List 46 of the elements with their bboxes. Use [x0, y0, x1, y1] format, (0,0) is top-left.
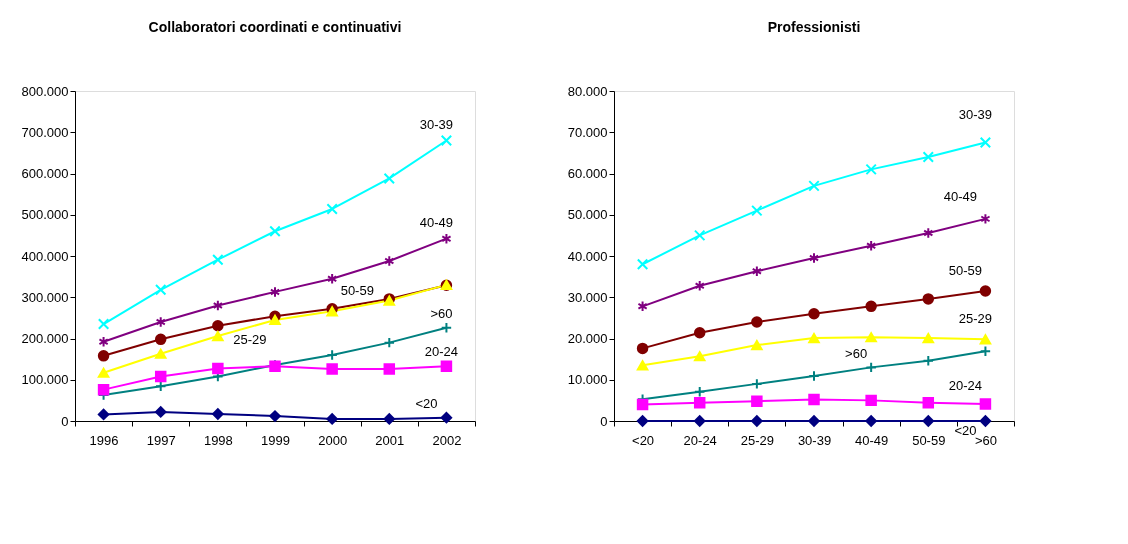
- series-label: 25-29: [958, 311, 993, 327]
- x-tick-label: 25-29: [740, 432, 774, 448]
- chart-title: Professionisti: [767, 19, 861, 35]
- x-tick-label: 50-59: [912, 432, 946, 448]
- y-tick-label: 10.000: [567, 372, 608, 388]
- y-tick-label: 400.000: [21, 248, 69, 264]
- x-tick-label: 1999: [261, 432, 290, 448]
- y-tick-label: 40.000: [567, 248, 608, 264]
- series-label: <20: [415, 395, 438, 411]
- x-tick-label: <20: [632, 432, 655, 448]
- series-label: >60: [430, 305, 453, 321]
- series-label: 50-59: [948, 263, 983, 279]
- x-tick-label: 1996: [89, 432, 119, 448]
- series-label: 20-24: [948, 378, 983, 394]
- x-tick-label: 40-49: [855, 432, 889, 448]
- y-tick-label: 500.000: [21, 207, 69, 223]
- series-label: 25-29: [233, 332, 267, 348]
- y-tick-label: 0: [600, 413, 608, 429]
- series-label: >60: [845, 346, 868, 362]
- series-label: 30-39: [419, 116, 454, 132]
- y-tick-label: 800.000: [21, 83, 69, 99]
- x-tick-label: 2002: [432, 432, 462, 448]
- x-tick-label: 1998: [203, 432, 233, 448]
- y-tick-label: 0: [61, 413, 69, 429]
- y-tick-label: 70.000: [567, 124, 608, 140]
- x-tick-label: 2001: [375, 432, 405, 448]
- x-tick-label: 2000: [318, 432, 348, 448]
- series-label: 20-24: [424, 344, 459, 360]
- x-tick-label: 30-39: [797, 432, 832, 448]
- x-tick-label: 20-24: [683, 432, 717, 448]
- y-tick-label: 80.000: [567, 83, 608, 99]
- chart-title: Collaboratori coordinati e continuativi: [148, 19, 402, 35]
- y-tick-label: 30.000: [567, 289, 608, 305]
- y-tick-label: 50.000: [567, 207, 608, 223]
- series-label: 40-49: [943, 188, 978, 204]
- series-label: 50-59: [340, 282, 374, 298]
- y-tick-label: 200.000: [21, 331, 69, 346]
- y-tick-label: 20.000: [567, 331, 608, 346]
- series-label: 40-49: [419, 214, 454, 230]
- y-tick-label: 100.000: [21, 372, 69, 388]
- y-tick-label: 300.000: [21, 289, 69, 305]
- y-tick-label: 60.000: [567, 166, 608, 181]
- y-tick-label: 700.000: [21, 124, 69, 140]
- series-label: 30-39: [958, 106, 993, 122]
- x-tick-label: 1997: [146, 432, 176, 448]
- y-tick-label: 600.000: [21, 166, 69, 181]
